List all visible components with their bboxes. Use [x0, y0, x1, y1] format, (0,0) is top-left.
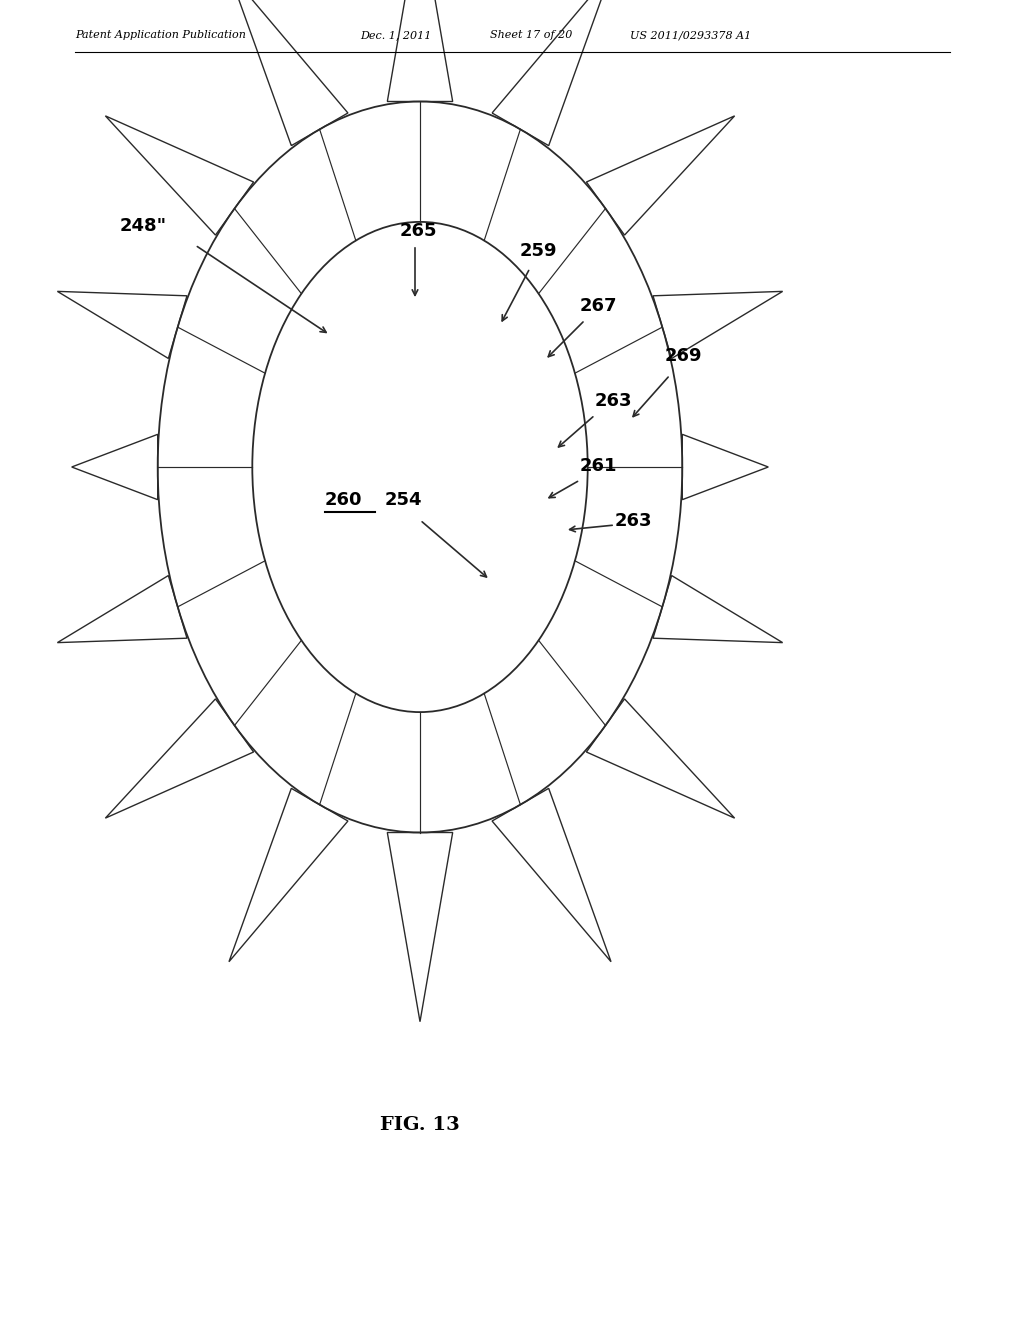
Text: 267: 267 — [580, 297, 617, 315]
Text: FIG. 13: FIG. 13 — [380, 1115, 460, 1134]
Text: Dec. 1, 2011: Dec. 1, 2011 — [360, 30, 431, 40]
Text: 254: 254 — [385, 491, 423, 510]
Text: Sheet 17 of 20: Sheet 17 of 20 — [490, 30, 572, 40]
Text: 261: 261 — [580, 457, 617, 475]
Text: 260: 260 — [325, 491, 362, 510]
Text: US 2011/0293378 A1: US 2011/0293378 A1 — [630, 30, 752, 40]
Text: 265: 265 — [400, 222, 437, 240]
Text: 248": 248" — [120, 216, 167, 235]
Text: 269: 269 — [665, 347, 702, 366]
Text: 259: 259 — [520, 242, 557, 260]
Text: 263: 263 — [615, 512, 652, 531]
Text: Patent Application Publication: Patent Application Publication — [75, 30, 246, 40]
Text: 263: 263 — [595, 392, 633, 411]
